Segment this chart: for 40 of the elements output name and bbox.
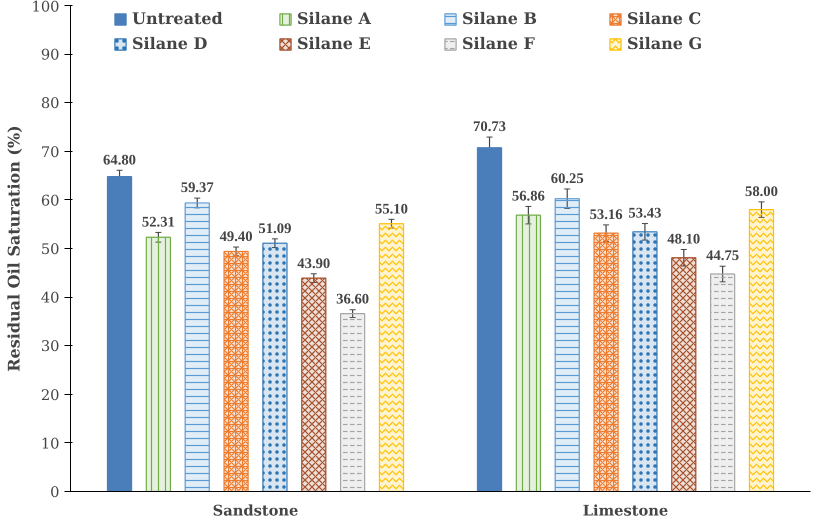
- data-label: 51.09: [258, 220, 292, 237]
- bar: [106, 176, 132, 492]
- y-axis-title: Residual Oil Saturation (%): [4, 125, 24, 372]
- y-tick-label: 100: [32, 0, 60, 16]
- x-tick-label: Sandstone: [212, 502, 298, 520]
- legend-label: Silane B: [462, 9, 538, 28]
- legend-label: Silane D: [132, 34, 208, 53]
- data-label: 58.00: [744, 184, 778, 200]
- y-tick-label: 50: [40, 241, 60, 258]
- y-tick-label: 60: [40, 192, 60, 210]
- data-label: 44.75: [706, 248, 740, 264]
- y-tick-label: 70: [40, 144, 60, 161]
- legend-label: Silane A: [297, 9, 372, 28]
- y-tick-label: 0: [50, 484, 60, 501]
- data-label: 48.10: [667, 231, 700, 248]
- data-label: 64.80: [103, 152, 136, 168]
- data-label: 55.10: [374, 201, 408, 218]
- data-label: 43.90: [297, 256, 330, 272]
- data-label: 49.40: [220, 229, 253, 246]
- data-label: 52.31: [142, 214, 175, 230]
- x-tick-label: Limestone: [582, 502, 668, 520]
- y-tick-label: 20: [40, 386, 60, 404]
- y-tick-label: 90: [40, 46, 60, 64]
- bar: [476, 147, 502, 492]
- data-label: 36.60: [336, 292, 370, 308]
- y-tick-label: 40: [40, 290, 60, 307]
- legend-label: Silane G: [627, 34, 704, 53]
- legend-label: Silane E: [297, 34, 372, 53]
- data-label: 53.43: [628, 206, 662, 222]
- y-tick-label: 30: [40, 338, 60, 356]
- legend-label: Silane C: [627, 9, 702, 28]
- data-label: 53.16: [590, 206, 623, 223]
- legend-label: Silane F: [462, 34, 536, 53]
- legend-label: Untreated: [132, 9, 224, 28]
- data-label: 56.86: [512, 188, 545, 204]
- y-tick-label: 80: [40, 95, 60, 112]
- data-label: 70.73: [473, 119, 506, 136]
- data-label: 60.25: [550, 170, 584, 187]
- y-tick-label: 10: [40, 435, 60, 452]
- data-label: 59.37: [180, 180, 214, 196]
